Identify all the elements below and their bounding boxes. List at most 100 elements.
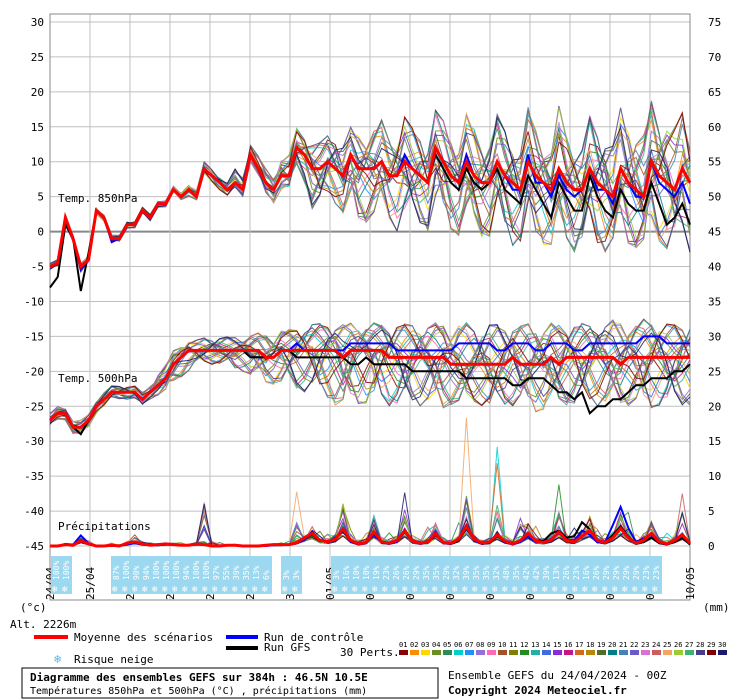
pert-swatch [520,650,529,655]
snowflake-icon: ❄ [172,585,178,595]
left-unit-label: (°c) [20,601,47,614]
snowflake-icon: ❄ [242,585,248,595]
pert-number: 17 [575,641,583,649]
pert-number: 25 [663,641,671,649]
main-series-lines [48,143,692,548]
snow-risk-value: 19% [372,565,381,580]
right-tick-label: 45 [708,226,721,239]
snowflake-icon: ❄ [402,585,408,595]
snow-risk-cell [161,556,172,594]
altitude-label: Alt. 2226m [10,618,77,631]
snow-risk-cell [461,556,472,594]
perturbation-line [49,319,691,433]
snowflake-icon: ❄ [192,585,198,595]
label-t850: Temp. 850hPa [58,192,137,205]
snowflake-icon: ❄ [612,585,618,595]
snow-risk-cell [471,556,482,594]
pert-number: 05 [443,641,451,649]
left-tick-label: 20 [31,86,44,99]
right-tick-label: 10 [708,470,721,483]
snow-risk-value: 35% [472,565,481,580]
snow-risk-cell [571,556,582,594]
snow-risk-cell [171,556,182,594]
left-tick-label: -30 [24,435,44,448]
snowflake-icon: ❄ [212,585,218,595]
pert-number: 07 [465,641,473,649]
left-tick-label: -45 [24,540,44,553]
pert-swatch [487,650,496,655]
pert-number: 30 [718,641,726,649]
snow-risk-value: 3% [332,570,341,580]
snow-risk-cell [281,556,292,594]
pert-swatch [542,650,551,655]
snow-risk-cell [441,556,452,594]
snowflake-icon: ❄ [382,585,388,595]
snow-risk-value: 29% [602,565,611,580]
snowflake-icon: ❄ [202,585,208,595]
pert-number: 28 [696,641,704,649]
pert-swatch [553,650,562,655]
snowflake-icon: ❄ [432,585,438,595]
left-tick-label: 10 [31,156,44,169]
pert-swatch [443,650,452,655]
right-tick-label: 55 [708,156,721,169]
pert-number: 20 [608,641,616,649]
pert-swatch [531,650,540,655]
snow-risk-value: 29% [412,565,421,580]
snowflake-icon: ❄ [182,585,188,595]
copyright: Copyright 2024 Meteociel.fr [448,684,627,697]
snow-risk-value: 87% [112,565,121,580]
pert-number: 26 [674,641,682,649]
pert-swatch [663,650,672,655]
snow-risk-cell [591,556,602,594]
snow-risk-cell [61,556,72,594]
snowflake-icon: ❄ [622,585,628,595]
snowflake-icon: ❄ [592,585,598,595]
snow-risk-value: 48% [502,565,511,580]
left-tick-label: -25 [24,400,44,413]
snow-risk-cell [521,556,532,594]
snow-risk-cell [261,556,272,594]
snow-risk-value: 23% [652,565,661,580]
snow-risk-cell [221,556,232,594]
snow-risk-cell [621,556,632,594]
pert-swatch [410,650,419,655]
snow-risk-value: 100% [62,561,71,580]
snow-risk-value: 35% [512,565,521,580]
snowflake-icon: ❄ [412,585,418,595]
snow-risk-cell [431,556,442,594]
pert-swatch [641,650,650,655]
snow-risk-cell [331,556,342,594]
snowflake-icon: ❄ [362,585,368,595]
snowflake-icon: ❄ [282,585,288,595]
snow-risk-value: 29% [622,565,631,580]
snowflake-icon: ❄ [562,585,568,595]
left-tick-label: -40 [24,505,44,518]
snow-risk-value: 23% [382,565,391,580]
pert-swatch [619,650,628,655]
legend-mean-label: Moyenne des scénarios [74,631,213,644]
pert-number: 16 [564,641,572,649]
pert-swatch [652,650,661,655]
snow-risk-cell [181,556,192,594]
pert-swatch [696,650,705,655]
chart-subtitle: Températures 850hPa et 500hPa (°C) , pré… [30,685,367,697]
snow-risk-cell [361,556,372,594]
pert-number: 18 [586,641,594,649]
pert-swatch [608,650,617,655]
pert-number: 08 [476,641,484,649]
snow-risk-value: 13% [552,565,561,580]
pert-swatch [586,650,595,655]
snow-risk-cell [541,556,552,594]
snowflake-icon: ❄ [152,585,158,595]
right-tick-label: 65 [708,86,721,99]
snow-risk-cell [231,556,242,594]
snowflake-icon: ❄ [132,585,138,595]
snow-risk-value: 35% [422,565,431,580]
snowflake-icon: ❄ [462,585,468,595]
snowflake-icon: ❄ [602,585,608,595]
pert-swatch [399,650,408,655]
snow-risk-cell [531,556,542,594]
label-precip: Précipitations [58,520,151,533]
